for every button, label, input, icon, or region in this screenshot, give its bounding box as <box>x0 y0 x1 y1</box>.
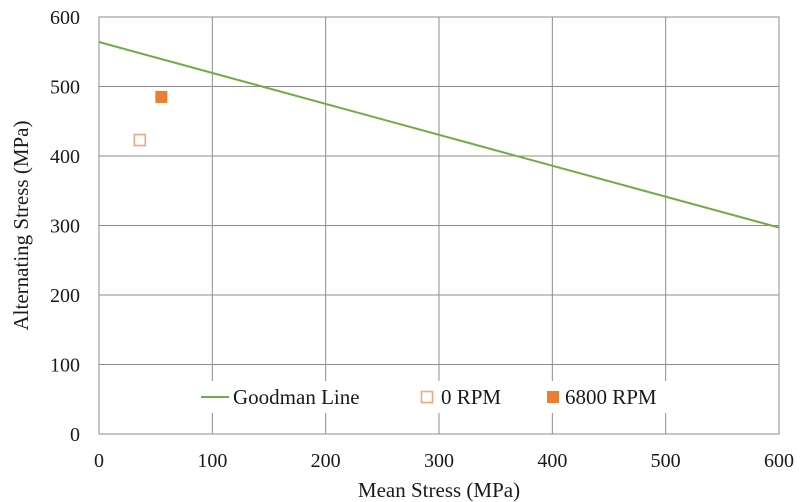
y-tick-label: 0 <box>70 424 80 446</box>
x-tick-label: 300 <box>424 450 454 472</box>
series-layer <box>98 41 780 229</box>
data-point-0-rpm <box>133 133 147 147</box>
y-tick-label: 600 <box>50 7 80 29</box>
y-axis-title: Alternating Stress (MPa) <box>9 121 33 331</box>
x-tick-label: 600 <box>764 450 794 472</box>
legend-label: 6800 RPM <box>565 385 657 409</box>
legend-swatch-marker <box>547 391 559 403</box>
y-tick-label: 300 <box>50 216 80 238</box>
legend-label: 0 RPM <box>441 385 501 409</box>
y-tick-label: 400 <box>50 146 80 168</box>
y-tick-label: 200 <box>50 285 80 307</box>
legend-swatch-marker <box>420 390 434 404</box>
legend: Goodman Line 0 RPM 6800 RPM <box>192 381 686 413</box>
plot-frame <box>98 16 780 435</box>
x-tick-label: 500 <box>651 450 681 472</box>
legend-label: Goodman Line <box>233 385 360 409</box>
grid <box>98 16 780 435</box>
data-point-6800-rpm <box>155 90 168 103</box>
x-tick-label: 0 <box>94 450 104 472</box>
x-tick-label: 200 <box>311 450 341 472</box>
legend-background <box>192 381 686 413</box>
tick-labels: 0 100 200 300 400 500 600 0 100 200 300 400 500 600 <box>50 7 794 472</box>
x-tick-label: 100 <box>197 450 227 472</box>
y-tick-label: 500 <box>50 77 80 99</box>
goodman-line <box>98 41 780 229</box>
x-tick-label: 400 <box>537 450 567 472</box>
y-tick-label: 100 <box>50 355 80 377</box>
x-axis-title: Mean Stress (MPa) <box>358 478 520 502</box>
